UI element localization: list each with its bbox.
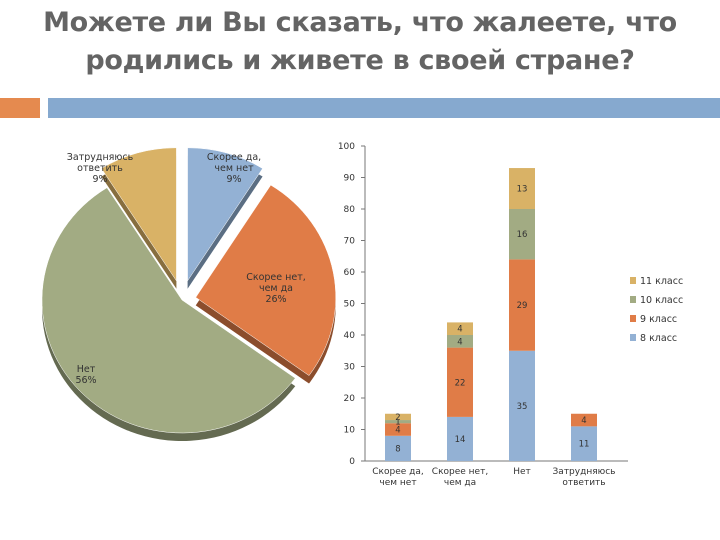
bar-segment bbox=[385, 423, 411, 436]
x-tick-label: чем да bbox=[444, 478, 476, 488]
bar-segment bbox=[571, 413, 597, 427]
x-tick-label: Скорее да, bbox=[372, 467, 423, 477]
y-tick-label: 100 bbox=[338, 142, 355, 152]
pie-slice-label: Затрудняюсь bbox=[67, 152, 134, 163]
legend-swatch bbox=[630, 334, 636, 341]
bar-segment bbox=[571, 426, 597, 461]
bar-value-label: 22 bbox=[455, 378, 466, 388]
bar-value-label: 4 bbox=[457, 337, 462, 347]
pie-slice-label: ответить bbox=[77, 163, 123, 174]
legend-label: 8 класс bbox=[640, 333, 677, 344]
bar-value-label: 14 bbox=[455, 435, 466, 445]
pie-slice bbox=[41, 187, 296, 434]
y-tick-label: 80 bbox=[344, 205, 356, 215]
bar-segment bbox=[385, 435, 411, 461]
bar-value-label: 11 bbox=[579, 440, 590, 450]
bar-segment bbox=[385, 420, 411, 424]
bar-value-label: 29 bbox=[517, 301, 528, 311]
bar-value-label: 13 bbox=[517, 185, 528, 195]
bar-value-label: 2 bbox=[395, 413, 400, 423]
pie-slice-label: 9% bbox=[92, 174, 107, 185]
x-tick-label: Затрудняюсь bbox=[553, 467, 616, 477]
title-line-2: родились и живете в своей стране? bbox=[85, 45, 635, 76]
accent-bar-left bbox=[0, 98, 40, 118]
x-tick-label: Скорее нет, bbox=[432, 467, 488, 477]
y-tick-label: 90 bbox=[344, 174, 356, 184]
bar-value-label: 1 bbox=[395, 418, 400, 428]
bar-value-label: 4 bbox=[581, 416, 586, 426]
y-tick-label: 60 bbox=[344, 268, 356, 278]
pie-slice-label: 9% bbox=[226, 174, 241, 185]
y-tick-label: 70 bbox=[344, 237, 356, 247]
pie-slice-label: Скорее нет, bbox=[246, 272, 306, 283]
bar-segment bbox=[385, 413, 411, 421]
y-tick-label: 0 bbox=[349, 457, 355, 467]
pie-slice-label: Скорее да, bbox=[207, 152, 261, 163]
bar-value-label: 16 bbox=[517, 230, 528, 240]
bar-segment bbox=[509, 209, 535, 260]
pie-slice bbox=[187, 147, 263, 282]
legend-label: 9 класс bbox=[640, 314, 677, 325]
legend-swatch bbox=[630, 315, 636, 322]
y-tick-label: 10 bbox=[344, 426, 356, 436]
legend-label: 11 класс bbox=[640, 276, 683, 287]
legend-swatch bbox=[630, 277, 636, 284]
x-tick-label: чем нет bbox=[379, 478, 416, 488]
y-tick-label: 40 bbox=[344, 331, 356, 341]
legend-swatch bbox=[630, 296, 636, 303]
bar-segment bbox=[447, 347, 473, 417]
x-tick-label: ответить bbox=[562, 478, 605, 488]
bar-segment bbox=[509, 350, 535, 461]
page-title: Можете ли Вы сказать, что жалеете, что р… bbox=[40, 4, 680, 80]
bar-segment bbox=[509, 259, 535, 351]
pie-slice-label: чем да bbox=[259, 283, 293, 294]
title-line-1: Можете ли Вы сказать, что жалеете, что bbox=[43, 7, 677, 38]
pie-slice bbox=[101, 147, 177, 282]
x-tick-label: Нет bbox=[513, 467, 531, 477]
y-tick-label: 30 bbox=[344, 363, 356, 373]
bar-value-label: 4 bbox=[457, 325, 462, 335]
pie-slice-label: 56% bbox=[75, 375, 96, 386]
bar-segment bbox=[509, 168, 535, 209]
legend-label: 10 класс bbox=[640, 295, 683, 306]
bar-value-label: 4 bbox=[395, 426, 400, 436]
bar-segment bbox=[447, 416, 473, 461]
pie-slice-label: 26% bbox=[265, 294, 286, 305]
bar-segment bbox=[447, 335, 473, 348]
y-tick-label: 50 bbox=[344, 300, 356, 310]
bar-segment bbox=[447, 322, 473, 335]
bar-value-label: 35 bbox=[517, 402, 528, 412]
bar-value-label: 8 bbox=[395, 444, 400, 454]
pie-slice-label: Нет bbox=[77, 364, 96, 375]
accent-bar-right bbox=[48, 98, 720, 118]
pie-slice-label: чем нет bbox=[214, 163, 254, 174]
y-tick-label: 20 bbox=[344, 394, 356, 404]
pie-slice bbox=[195, 184, 336, 376]
